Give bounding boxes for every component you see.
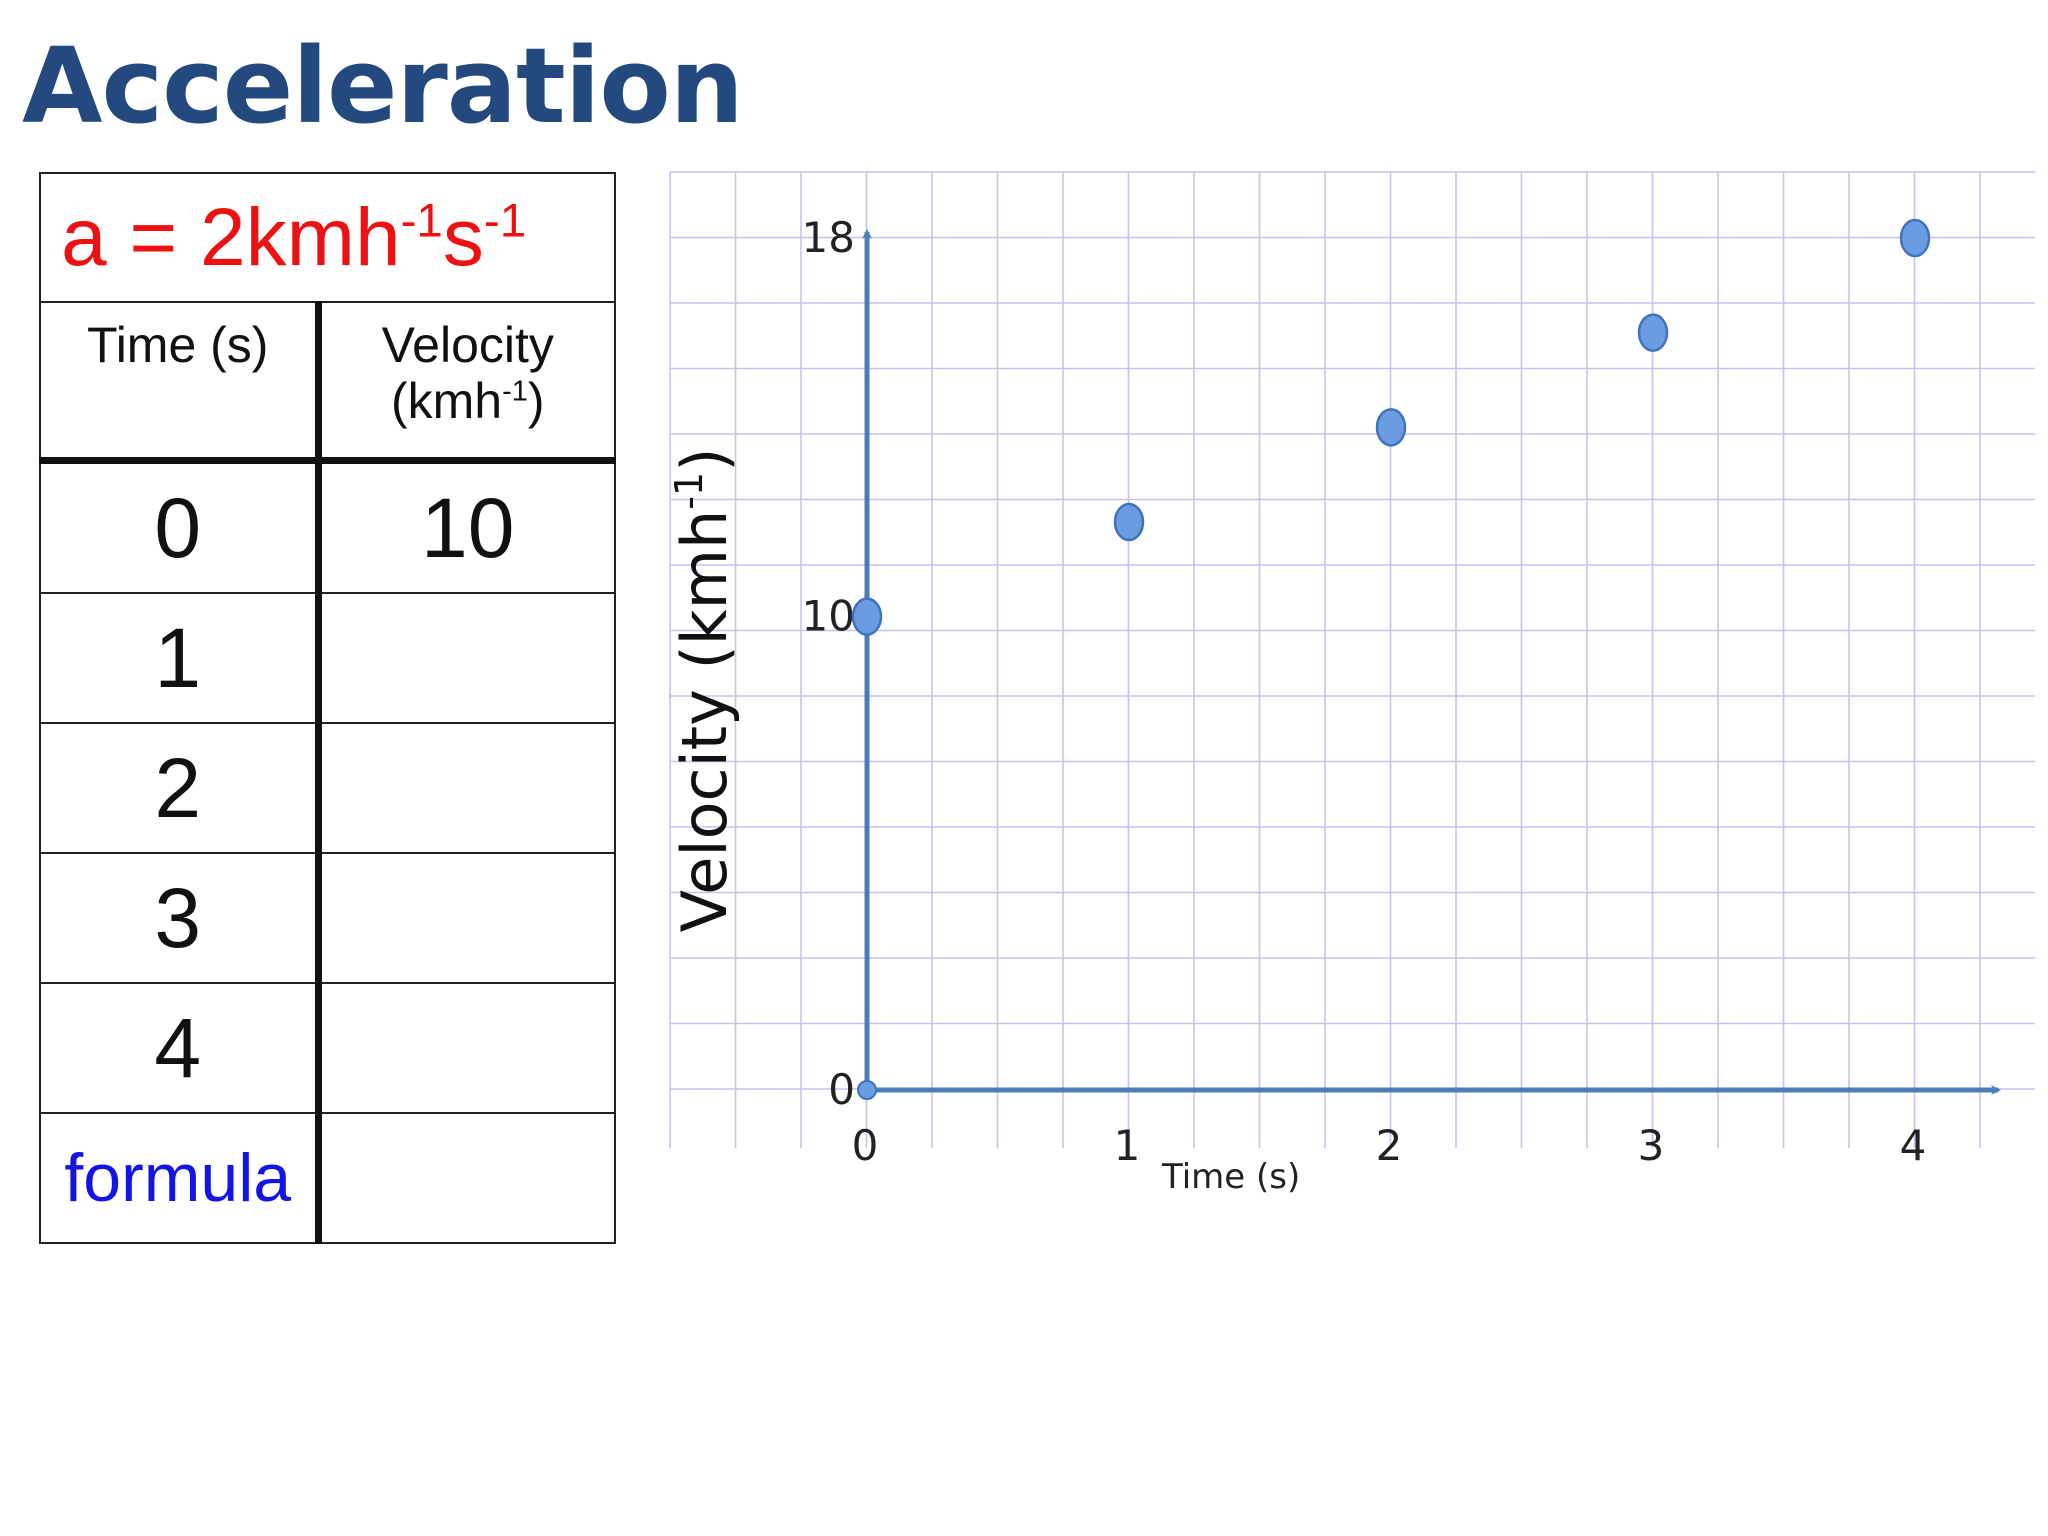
origin-point: [857, 1080, 877, 1100]
x-tick-label: 4: [1900, 1121, 1927, 1170]
y-tick-label: 0: [828, 1065, 855, 1114]
table-row: 3: [39, 852, 617, 984]
table-row: 2: [39, 722, 617, 854]
graph-paper-grid: [669, 171, 2035, 1148]
y-axis-title-close: ): [668, 448, 741, 472]
x-tick-label: 2: [1376, 1121, 1403, 1170]
velocity-cell[interactable]: [316, 722, 617, 854]
x-tick-label: 1: [1114, 1121, 1141, 1170]
page-title: Acceleration: [22, 25, 744, 147]
formula-row: formula: [39, 1112, 617, 1244]
velocity-cell[interactable]: [316, 852, 617, 984]
time-cell: 2: [39, 722, 322, 854]
data-point: [1113, 502, 1145, 542]
time-cell: 0: [39, 459, 322, 594]
table-row: 0 10: [39, 459, 617, 594]
acceleration-formula: a = 2kmh-1s-1: [38, 172, 617, 303]
data-point: [1375, 408, 1407, 447]
x-tick-label: 0: [852, 1121, 879, 1170]
y-tick-label: 10: [802, 592, 855, 641]
acceleration-row: a = 2kmh-1s-1: [38, 172, 617, 303]
time-cell: 1: [39, 592, 322, 724]
table-row: 4: [39, 982, 617, 1114]
x-tick-label: 3: [1638, 1121, 1665, 1170]
y-axis-title-exponent: -1: [667, 472, 711, 510]
time-cell: 4: [39, 982, 322, 1114]
time-column-header: Time (s): [39, 301, 322, 464]
velocity-column-header: Velocity (kmh-1): [316, 301, 617, 464]
table-header-row: Time (s) Velocity (kmh-1): [39, 301, 617, 464]
y-axis-title: Velocity (kmh-1): [667, 448, 741, 933]
y-tick-label: 18: [802, 213, 855, 262]
time-cell: 3: [39, 852, 322, 984]
data-point: [1637, 313, 1669, 352]
x-axis-title: Time (s): [1161, 1157, 1300, 1197]
formula-label-cell: formula: [39, 1112, 322, 1244]
data-points: [851, 218, 1931, 1100]
velocity-table: a = 2kmh-1s-1 Time (s) Velocity (kmh-1) 0…: [38, 172, 617, 1244]
formula-value-cell[interactable]: [316, 1112, 617, 1244]
velocity-cell[interactable]: 10: [316, 459, 617, 594]
data-point: [851, 597, 883, 636]
formula-label: formula: [64, 1140, 292, 1216]
velocity-cell[interactable]: [316, 982, 617, 1114]
data-point: [1899, 218, 1931, 258]
table-row: 1: [39, 592, 617, 724]
tick-labels: 0 1 2 3 4 0 10 18: [802, 213, 1927, 1170]
velocity-cell[interactable]: [316, 592, 617, 724]
